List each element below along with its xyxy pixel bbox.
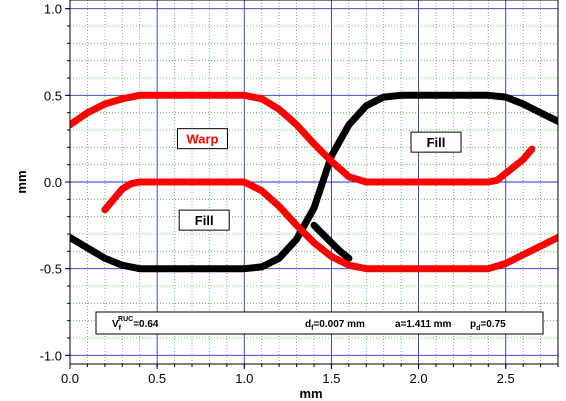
x-tick-labels: 0.0 0.5 1.0 1.5 2.0 2.5	[61, 371, 515, 386]
minor-grid	[70, 0, 559, 364]
annotation-3: Fill	[178, 209, 230, 231]
annotation-label: Fill	[427, 135, 446, 150]
x-tick-label: 1.0	[235, 371, 253, 386]
series-layer	[70, 91, 558, 273]
annotation-2: Fill	[410, 131, 462, 153]
series-line-3	[70, 91, 536, 186]
annotation-label: Warp	[186, 132, 218, 147]
info-pd: pd=0.75	[470, 319, 506, 332]
annotation-box	[410, 131, 462, 153]
x-tick-label: 0.0	[61, 371, 79, 386]
series-line-2	[310, 221, 353, 262]
info-box-frame	[95, 311, 544, 335]
y-axis-label: mm	[14, 170, 29, 193]
x-tick-label: 2.5	[497, 371, 515, 386]
series-line-1	[70, 91, 558, 273]
y-tick-label: 0.0	[44, 175, 62, 190]
info-box: VfRUC=0.64 df=0.007 mm a=1.411 mm pd=0.7…	[95, 311, 544, 335]
annotation-label: Fill	[195, 213, 214, 228]
info-df: df=0.007 mm	[305, 319, 365, 332]
annotation-box	[176, 128, 228, 150]
y-tick-label: 1.0	[44, 2, 62, 17]
y-tick-label: -1.0	[40, 348, 62, 363]
y-tick-labels: 1.0 0.5 0.0 -0.5 -1.0	[40, 2, 62, 364]
x-tick-label: 1.5	[322, 371, 340, 386]
info-a: a=1.411 mm	[395, 319, 452, 330]
y-tick-label: -0.5	[40, 262, 62, 277]
info-vf: VfRUC=0.64	[112, 316, 159, 332]
axis-ticks	[65, 8, 559, 369]
annotations: Warp Fill Fill	[176, 128, 462, 231]
x-tick-label: 0.5	[148, 371, 166, 386]
y-tick-label: 0.5	[44, 88, 62, 103]
series-line-4	[101, 178, 558, 273]
annotation-1: Warp	[176, 128, 228, 150]
x-axis-label: mm	[299, 386, 322, 401]
annotation-box	[178, 209, 230, 231]
x-tick-label: 2.0	[410, 371, 428, 386]
